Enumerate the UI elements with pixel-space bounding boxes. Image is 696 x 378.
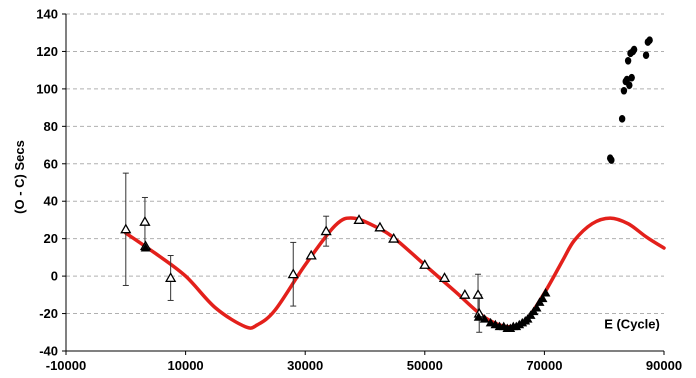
data-points xyxy=(120,36,653,333)
x-tick-label: 10000 xyxy=(168,358,204,373)
x-tick-label: 50000 xyxy=(407,358,443,373)
data-point-dot xyxy=(624,57,632,65)
data-point-dot xyxy=(620,86,628,95)
data-point-filled-triangle xyxy=(537,293,548,303)
x-axis-label: E (Cycle) xyxy=(604,317,660,332)
y-tick-label: 80 xyxy=(44,119,58,134)
x-tick-label: 70000 xyxy=(526,358,562,373)
fit-curve-line xyxy=(124,216,666,330)
data-point-open-triangle xyxy=(165,272,177,283)
data-point-open-triangle xyxy=(120,223,132,234)
data-point-filled-triangle xyxy=(479,314,490,323)
gridlines xyxy=(66,13,664,315)
data-point-filled-triangle xyxy=(540,287,551,297)
data-point-filled-triangle xyxy=(531,302,542,312)
y-tick-label: 120 xyxy=(36,44,58,59)
data-point-filled-triangle xyxy=(473,312,484,321)
fit-curve-layer xyxy=(124,216,666,330)
error-bars xyxy=(122,172,483,333)
y-tick-label: -40 xyxy=(39,344,58,359)
data-point-dot xyxy=(642,51,650,59)
data-point-open-triangle xyxy=(320,225,332,236)
y-tick-label: 140 xyxy=(36,7,58,22)
x-tick-label: -10000 xyxy=(46,358,86,373)
data-point-open-triangle xyxy=(305,249,317,260)
data-point-dot xyxy=(630,45,638,54)
y-tick-label: 40 xyxy=(44,194,58,209)
data-point-dot xyxy=(628,73,635,82)
x-tick-label: 90000 xyxy=(646,358,682,373)
data-point-filled-triangle xyxy=(140,243,151,252)
data-point-filled-triangle xyxy=(485,317,496,327)
data-point-dot xyxy=(646,36,653,45)
data-point-dot xyxy=(608,156,615,164)
data-point-open-triangle xyxy=(388,232,400,243)
y-tick-label: -20 xyxy=(39,306,58,321)
data-point-dot xyxy=(626,81,633,89)
data-point-open-triangle xyxy=(139,216,151,226)
data-point-open-triangle xyxy=(472,289,484,299)
y-tick-label: 60 xyxy=(44,156,58,171)
y-tick-label: 0 xyxy=(51,269,58,284)
data-point-open-triangle xyxy=(419,259,431,269)
y-axis-label: (O - C) Secs xyxy=(12,140,27,214)
tick-labels: -40 -20 0 20 40 60 80 100 120 140 -10000 10000 30000… xyxy=(36,7,682,374)
x-tick-label: 30000 xyxy=(287,358,323,373)
data-point-open-triangle xyxy=(459,289,471,299)
data-point-dot xyxy=(618,115,626,123)
y-tick-label: 20 xyxy=(44,231,58,246)
data-point-open-triangle xyxy=(438,272,451,283)
data-point-open-triangle xyxy=(374,221,386,232)
data-point-open-triangle xyxy=(287,268,299,279)
axes xyxy=(65,14,664,352)
data-point-open-triangle xyxy=(353,214,365,224)
y-tick-label: 100 xyxy=(36,81,58,96)
